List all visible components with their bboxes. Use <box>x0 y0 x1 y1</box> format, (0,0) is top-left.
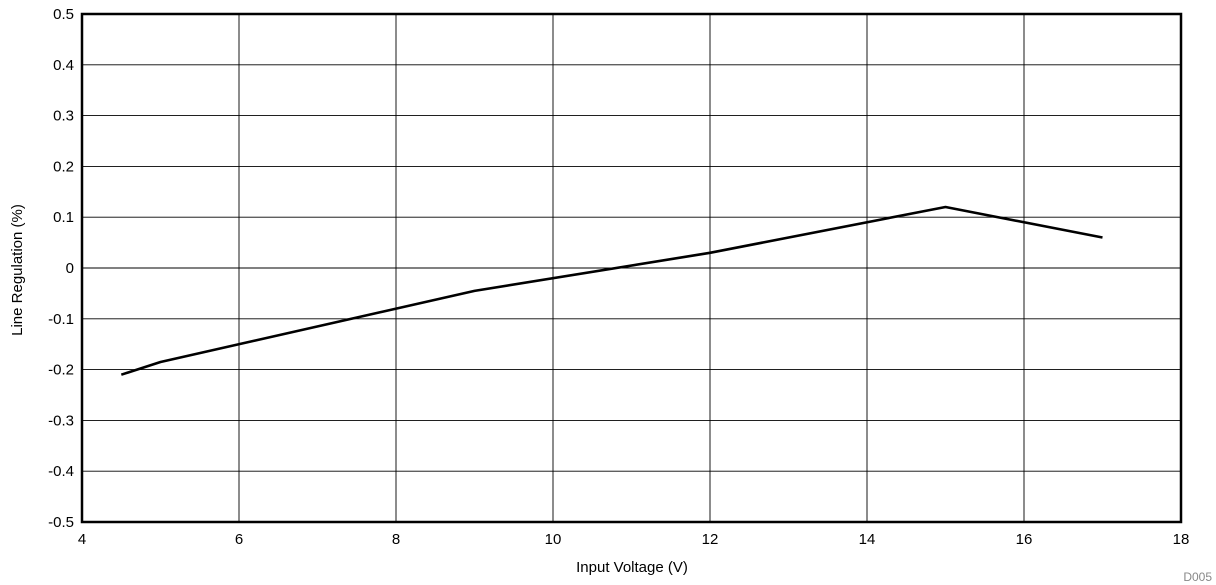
figure-id-label: D005 <box>1183 570 1212 584</box>
x-tick-label: 8 <box>392 531 400 548</box>
y-tick-label: -0.3 <box>48 412 74 429</box>
grid <box>82 14 1181 522</box>
x-tick-label: 16 <box>1016 531 1033 548</box>
x-axis-tick-labels: 4 6 8 10 12 14 16 18 <box>78 531 1190 548</box>
y-tick-label: 0.5 <box>53 6 74 23</box>
x-axis-label: Input Voltage (V) <box>576 559 688 576</box>
x-tick-label: 6 <box>235 531 243 548</box>
y-tick-label: 0 <box>66 260 74 277</box>
y-tick-label: -0.4 <box>48 463 74 480</box>
y-axis-tick-labels: 0.5 0.4 0.3 0.2 0.1 0 -0.1 -0.2 -0.3 -0.4 -0.5 <box>48 6 74 531</box>
x-tick-label: 14 <box>859 531 876 548</box>
series-line <box>120 205 1103 376</box>
y-tick-label: -0.2 <box>48 362 74 379</box>
plot-area-frame <box>80 12 1183 524</box>
x-tick-label: 18 <box>1173 531 1190 548</box>
series-layer <box>120 205 1103 376</box>
y-tick-label: 0.3 <box>53 108 74 125</box>
y-axis-label: Line Regulation (%) <box>9 204 26 336</box>
x-tick-label: 10 <box>545 531 562 548</box>
x-tick-label: 4 <box>78 531 86 548</box>
x-tick-label: 12 <box>702 531 719 548</box>
y-tick-label: 0.4 <box>53 57 74 74</box>
y-tick-label: 0.2 <box>53 158 74 175</box>
y-tick-label: -0.1 <box>48 311 74 328</box>
y-tick-label: 0.1 <box>53 209 74 226</box>
y-tick-label: -0.5 <box>48 514 74 531</box>
